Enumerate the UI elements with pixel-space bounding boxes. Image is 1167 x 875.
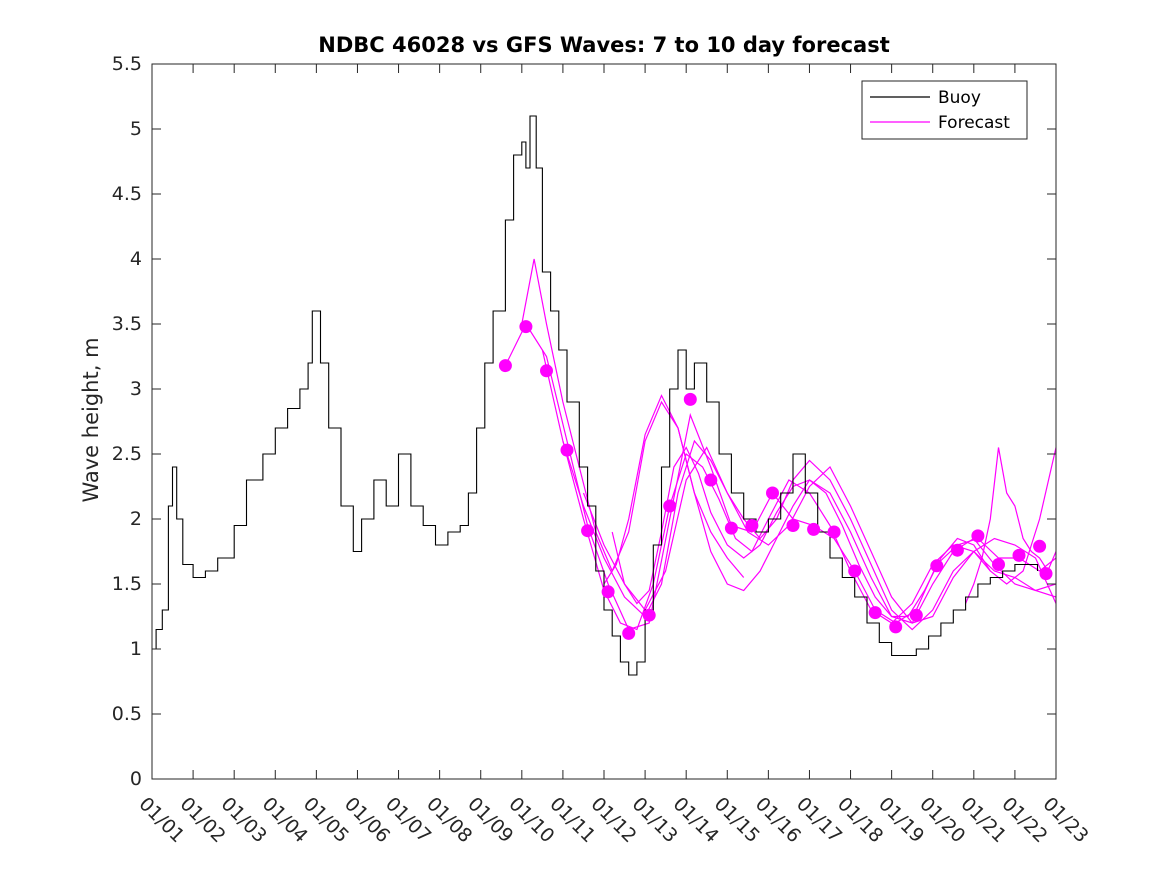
forecast-marker [724, 521, 738, 535]
forecast-marker [622, 626, 636, 640]
forecast-marker [581, 524, 595, 538]
forecast-marker [540, 364, 553, 378]
forecast-marker [930, 559, 944, 573]
forecast-run-8 [965, 447, 1056, 604]
legend-label-forecast: Forecast [938, 113, 1010, 133]
y-tick-label: 5.5 [112, 53, 142, 75]
forecast-marker [766, 486, 779, 500]
forecast-marker [848, 564, 862, 578]
forecast-marker [786, 519, 800, 532]
forecast-marker [971, 529, 985, 543]
legend: Buoy Forecast [861, 80, 1028, 140]
forecast-marker [519, 320, 533, 334]
legend-label-buoy: Buoy [938, 88, 981, 108]
y-tick-label: 1 [130, 638, 142, 660]
y-tick-label: 5 [130, 118, 142, 140]
y-tick-label: 4 [130, 248, 142, 270]
y-tick-label: 4.5 [112, 183, 142, 205]
y-axis-label: Wave height, m [79, 337, 103, 502]
forecast-marker [642, 608, 656, 622]
y-tick-label: 1.5 [112, 573, 142, 595]
forecast-marker [683, 392, 697, 406]
buoy-line [152, 115, 1039, 676]
forecast-marker [560, 443, 574, 457]
forecast-marker [1033, 539, 1047, 553]
forecast-marker [909, 608, 923, 622]
forecast-marker [601, 585, 615, 599]
y-tick-label: 0.5 [112, 703, 142, 725]
forecast-marker [807, 522, 821, 536]
forecast-marker [1039, 567, 1053, 581]
y-tick-label: 2 [130, 508, 142, 530]
forecast-run-7 [611, 446, 1056, 618]
forecast-marker [868, 606, 882, 620]
forecast-marker [889, 620, 903, 634]
forecast-marker [663, 499, 677, 513]
forecast-marker [950, 543, 964, 557]
forecast-marker [498, 359, 512, 373]
forecast-marker [1012, 548, 1026, 562]
forecast-marker [992, 558, 1005, 571]
y-tick-label: 2.5 [112, 443, 142, 465]
forecast-marker [827, 525, 841, 539]
y-tick-label: 3 [130, 378, 142, 400]
plot-area [152, 115, 1056, 676]
forecast-marker [745, 519, 759, 532]
y-tick-label: 0 [130, 768, 142, 790]
legend-box [861, 80, 1028, 140]
y-tick-label: 3.5 [112, 313, 142, 335]
chart-title: NDBC 46028 vs GFS Waves: 7 to 10 day for… [318, 33, 889, 57]
forecast-marker [704, 473, 718, 487]
plot-series-group [152, 115, 1056, 676]
